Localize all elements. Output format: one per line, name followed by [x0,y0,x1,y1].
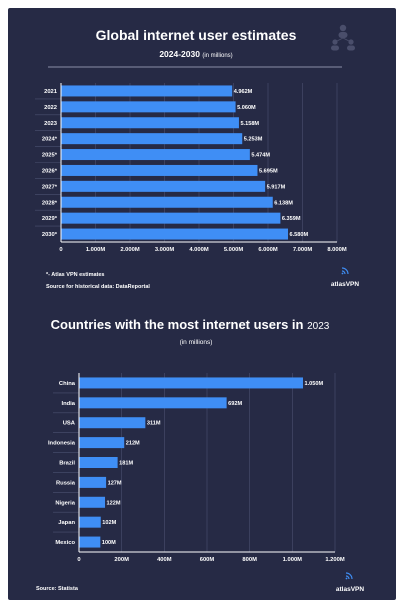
chart2-category-label: Russia [56,480,76,486]
chart2-source: Source: Statista [36,586,79,592]
chart2-bar [79,476,107,488]
chart2-x-tick-label: 1.000M [283,557,303,563]
chart1-category-label: 2021 [44,89,58,95]
atlasvpn-logo-top: atlasVPN [331,267,359,288]
chart2-x-tick-label: 0 [77,557,80,563]
chart2-bar [79,437,125,449]
chart1-bar [61,180,266,192]
chart1-value-label: 5.253M [244,137,263,143]
chart1-category-label: 2030* [42,232,58,238]
chart2-category-label: USA [63,421,76,427]
chart1-bar [61,228,289,240]
chart1-x-tick-label: 3.000M [155,247,175,253]
chart1-value-label: 5.474M [251,153,270,159]
chart2-value-label: 692M [228,401,242,407]
chart2-category-label: China [59,381,76,387]
people-network-icon [331,24,355,51]
chart2-title-year: 2023 [307,321,330,332]
brand-name-top: atlasVPN [331,281,359,288]
chart2-x-tick-label: 200M [114,557,129,563]
chart2-title-main: Countries with the most internet users i… [51,317,304,332]
chart2-value-label: 1.050M [305,381,324,387]
chart1-x-tick-label: 2.000M [120,247,140,253]
chart1-x-tick-label: 1.000M [86,247,106,253]
chart1-subtitle: 2024-2030 (in millions) [159,49,232,59]
chart1-bar [61,133,243,145]
chart2-bar [79,496,106,508]
chart2-bar [79,417,146,429]
chart1-bar [61,101,236,113]
atlasvpn-signal-icon [341,267,349,275]
chart1-x-tick-label: 4.000M [189,247,209,253]
chart1-x-tick-label: 7.000M [293,247,313,253]
chart2-bar [79,536,101,548]
chart1-category-label: 2022 [44,105,57,111]
chart2-value-label: 122M [107,500,121,506]
chart1-source: Source for historical data: DataReportal [46,284,150,290]
chart1-category-label: 2023 [44,121,58,127]
chart1-bar [61,117,239,129]
chart2-x-tick-label: 1.200M [325,557,345,563]
atlasvpn-logo-bottom: atlasVPN [336,572,364,593]
chart2-category-label: Brazil [59,461,75,467]
chart2-value-label: 100M [102,540,116,546]
chart1-value-label: 4.962M [234,89,253,95]
chart1-value-label: 5.158M [240,121,259,127]
chart2-category-label: Nigeria [55,500,75,506]
chart1-value-label: 6.580M [290,232,309,238]
chart1-plot: 2021 4.962M 2022 5.060M 2023 5.158M 2024* 5.253… [35,83,347,253]
chart1-value-label: 6.138M [274,200,293,206]
chart2-x-tick-label: 400M [157,557,172,563]
atlasvpn-signal-icon [345,572,353,580]
chart2-bar [79,377,303,389]
chart1-value-label: 5.917M [267,184,286,190]
chart1-bar [61,85,233,97]
chart1-subtitle-note: (in millions) [202,53,232,59]
chart1-category-label: 2027* [42,184,58,190]
chart1-category-label: 2029* [42,216,58,222]
chart1-value-label: 6.359M [282,216,301,222]
chart1-title: Global internet user estimates [96,27,297,43]
chart1-footnote: *- Atlas VPN estimates [46,272,105,278]
chart1-category-label: 2026* [42,168,58,174]
chart1-x-tick-label: 8.000M [327,247,347,253]
brand-name-bottom: atlasVPN [336,586,364,593]
chart2-value-label: 102M [102,520,116,526]
chart2-bar [79,516,101,528]
chart1-bar [61,149,250,161]
chart2-subtitle: (in millions) [180,339,213,346]
chart1-category-label: 2025* [42,153,58,159]
chart1-value-label: 5.060M [237,105,256,111]
chart2-value-label: 311M [147,421,161,427]
chart1-value-label: 5.695M [259,168,278,174]
chart1-x-tick-label: 5.000M [224,247,244,253]
chart2-category-label: Mexico [55,540,75,546]
chart1-category-label: 2028* [42,200,58,206]
chart2-plot: China 1.050M India 692M USA 311M Indonesia 212M… [48,373,345,563]
chart2-value-label: 127M [108,480,122,486]
chart2-x-tick-label: 600M [200,557,215,563]
chart2-title: Countries with the most internet users i… [51,317,330,332]
chart1-category-label: 2024* [42,137,58,143]
chart2-x-tick-label: 800M [242,557,257,563]
chart2-value-label: 181M [119,461,133,467]
chart2-bar [79,457,118,468]
chart1-bar [61,164,258,176]
chart2-value-label: 212M [126,441,140,447]
chart1-bar [61,196,273,208]
chart2-bar [79,397,227,409]
chart1-subtitle-years: 2024-2030 [159,49,200,59]
chart1-x-tick-label: 6.000M [258,247,278,253]
chart2-category-label: India [61,401,75,407]
chart1-x-tick-label: 0 [59,247,62,253]
chart1-bar [61,212,281,224]
chart2-category-label: Indonesia [48,441,76,447]
chart2-category-label: Japan [58,520,75,526]
